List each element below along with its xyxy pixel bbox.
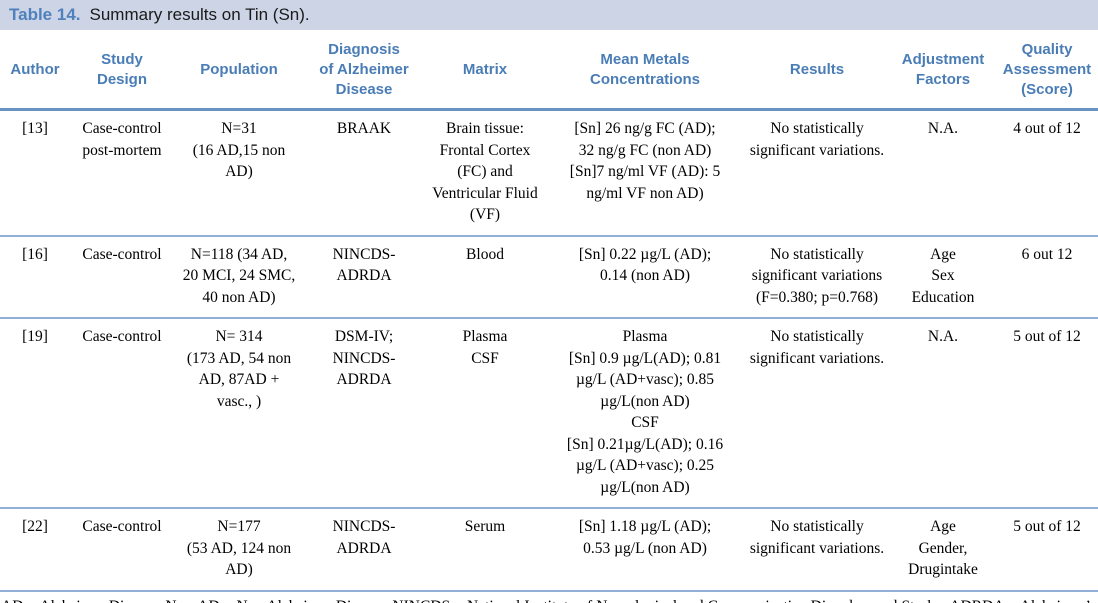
- table-caption-bar: Table 14. Summary results on Tin (Sn).: [0, 0, 1098, 30]
- cell-results: No statistically significant variations.: [744, 508, 890, 592]
- cell-quality: 5 out of 12: [996, 318, 1098, 509]
- cell-diagnosis: NINCDS- ADRDA: [304, 508, 424, 592]
- cell-author: [16]: [0, 235, 70, 319]
- cell-population: N=118 (34 AD, 20 MCI, 24 SMC, 40 non AD): [174, 235, 304, 319]
- table-row: [22] Case-control N=177 (53 AD, 124 non …: [0, 508, 1098, 592]
- column-header-results: Results: [744, 34, 890, 111]
- column-header-diagnosis: Diagnosis of Alzheimer Disease: [304, 34, 424, 111]
- cell-adjustment: Age Sex Education: [890, 235, 996, 319]
- cell-concentrations: [Sn] 26 ng/g FC (AD); 32 ng/g FC (non AD…: [546, 109, 744, 237]
- cell-diagnosis: NINCDS- ADRDA: [304, 235, 424, 319]
- table-row: [19] Case-control N= 314 (173 AD, 54 non…: [0, 318, 1098, 509]
- cell-author: [19]: [0, 318, 70, 509]
- cell-concentrations: Plasma [Sn] 0.9 µg/L(AD); 0.81 µg/L (AD+…: [546, 318, 744, 509]
- column-header-matrix: Matrix: [424, 34, 546, 111]
- cell-quality: 5 out of 12: [996, 508, 1098, 592]
- cell-matrix: Brain tissue: Frontal Cortex (FC) and Ve…: [424, 109, 546, 237]
- column-header-adjustment: Adjustment Factors: [890, 34, 996, 111]
- cell-adjustment: Age Gender, Drugintake: [890, 508, 996, 592]
- cell-study-design: Case-control: [70, 508, 174, 592]
- cell-concentrations: [Sn] 0.22 µg/L (AD); 0.14 (non AD): [546, 235, 744, 319]
- cell-diagnosis: DSM-IV; NINCDS- ADRDA: [304, 318, 424, 509]
- cell-adjustment: N.A.: [890, 109, 996, 237]
- cell-study-design: Case-control post-mortem: [70, 109, 174, 237]
- cell-quality: 6 out 12: [996, 235, 1098, 319]
- cell-quality: 4 out of 12: [996, 109, 1098, 237]
- cell-author: [13]: [0, 109, 70, 237]
- cell-results: No statistically significant variations.: [744, 109, 890, 237]
- column-header-author: Author: [0, 34, 70, 111]
- cell-study-design: Case-control: [70, 235, 174, 319]
- cell-results: No statistically significant variations …: [744, 235, 890, 319]
- cell-study-design: Case-control: [70, 318, 174, 509]
- table-header-row: Author Study Design Population Diagnosis…: [0, 34, 1098, 111]
- cell-concentrations: [Sn] 1.18 µg/L (AD); 0.53 µg/L (non AD): [546, 508, 744, 592]
- cell-population: N=177 (53 AD, 124 non AD): [174, 508, 304, 592]
- column-header-concentrations: Mean Metals Concentrations: [546, 34, 744, 111]
- cell-population: N= 314 (173 AD, 54 non AD, 87AD + vasc.,…: [174, 318, 304, 509]
- column-header-study-design: Study Design: [70, 34, 174, 111]
- table-number-label: Table 14.: [9, 5, 81, 24]
- cell-adjustment: N.A.: [890, 318, 996, 509]
- cell-population: N=31 (16 AD,15 non AD): [174, 109, 304, 237]
- table-caption-text: Summary results on Tin (Sn).: [89, 5, 310, 24]
- table-footnote: AD = Alzheimer Disease; Non-AD = Non Alz…: [0, 592, 1098, 603]
- column-header-quality: Quality Assessment (Score): [996, 34, 1098, 111]
- cell-matrix: Plasma CSF: [424, 318, 546, 509]
- table-row: [16] Case-control N=118 (34 AD, 20 MCI, …: [0, 235, 1098, 319]
- cell-author: [22]: [0, 508, 70, 592]
- cell-diagnosis: BRAAK: [304, 109, 424, 237]
- table-row: [13] Case-control post-mortem N=31 (16 A…: [0, 109, 1098, 237]
- cell-matrix: Serum: [424, 508, 546, 592]
- summary-table: Author Study Design Population Diagnosis…: [0, 34, 1098, 592]
- cell-matrix: Blood: [424, 235, 546, 319]
- cell-results: No statistically significant variations.: [744, 318, 890, 509]
- column-header-population: Population: [174, 34, 304, 111]
